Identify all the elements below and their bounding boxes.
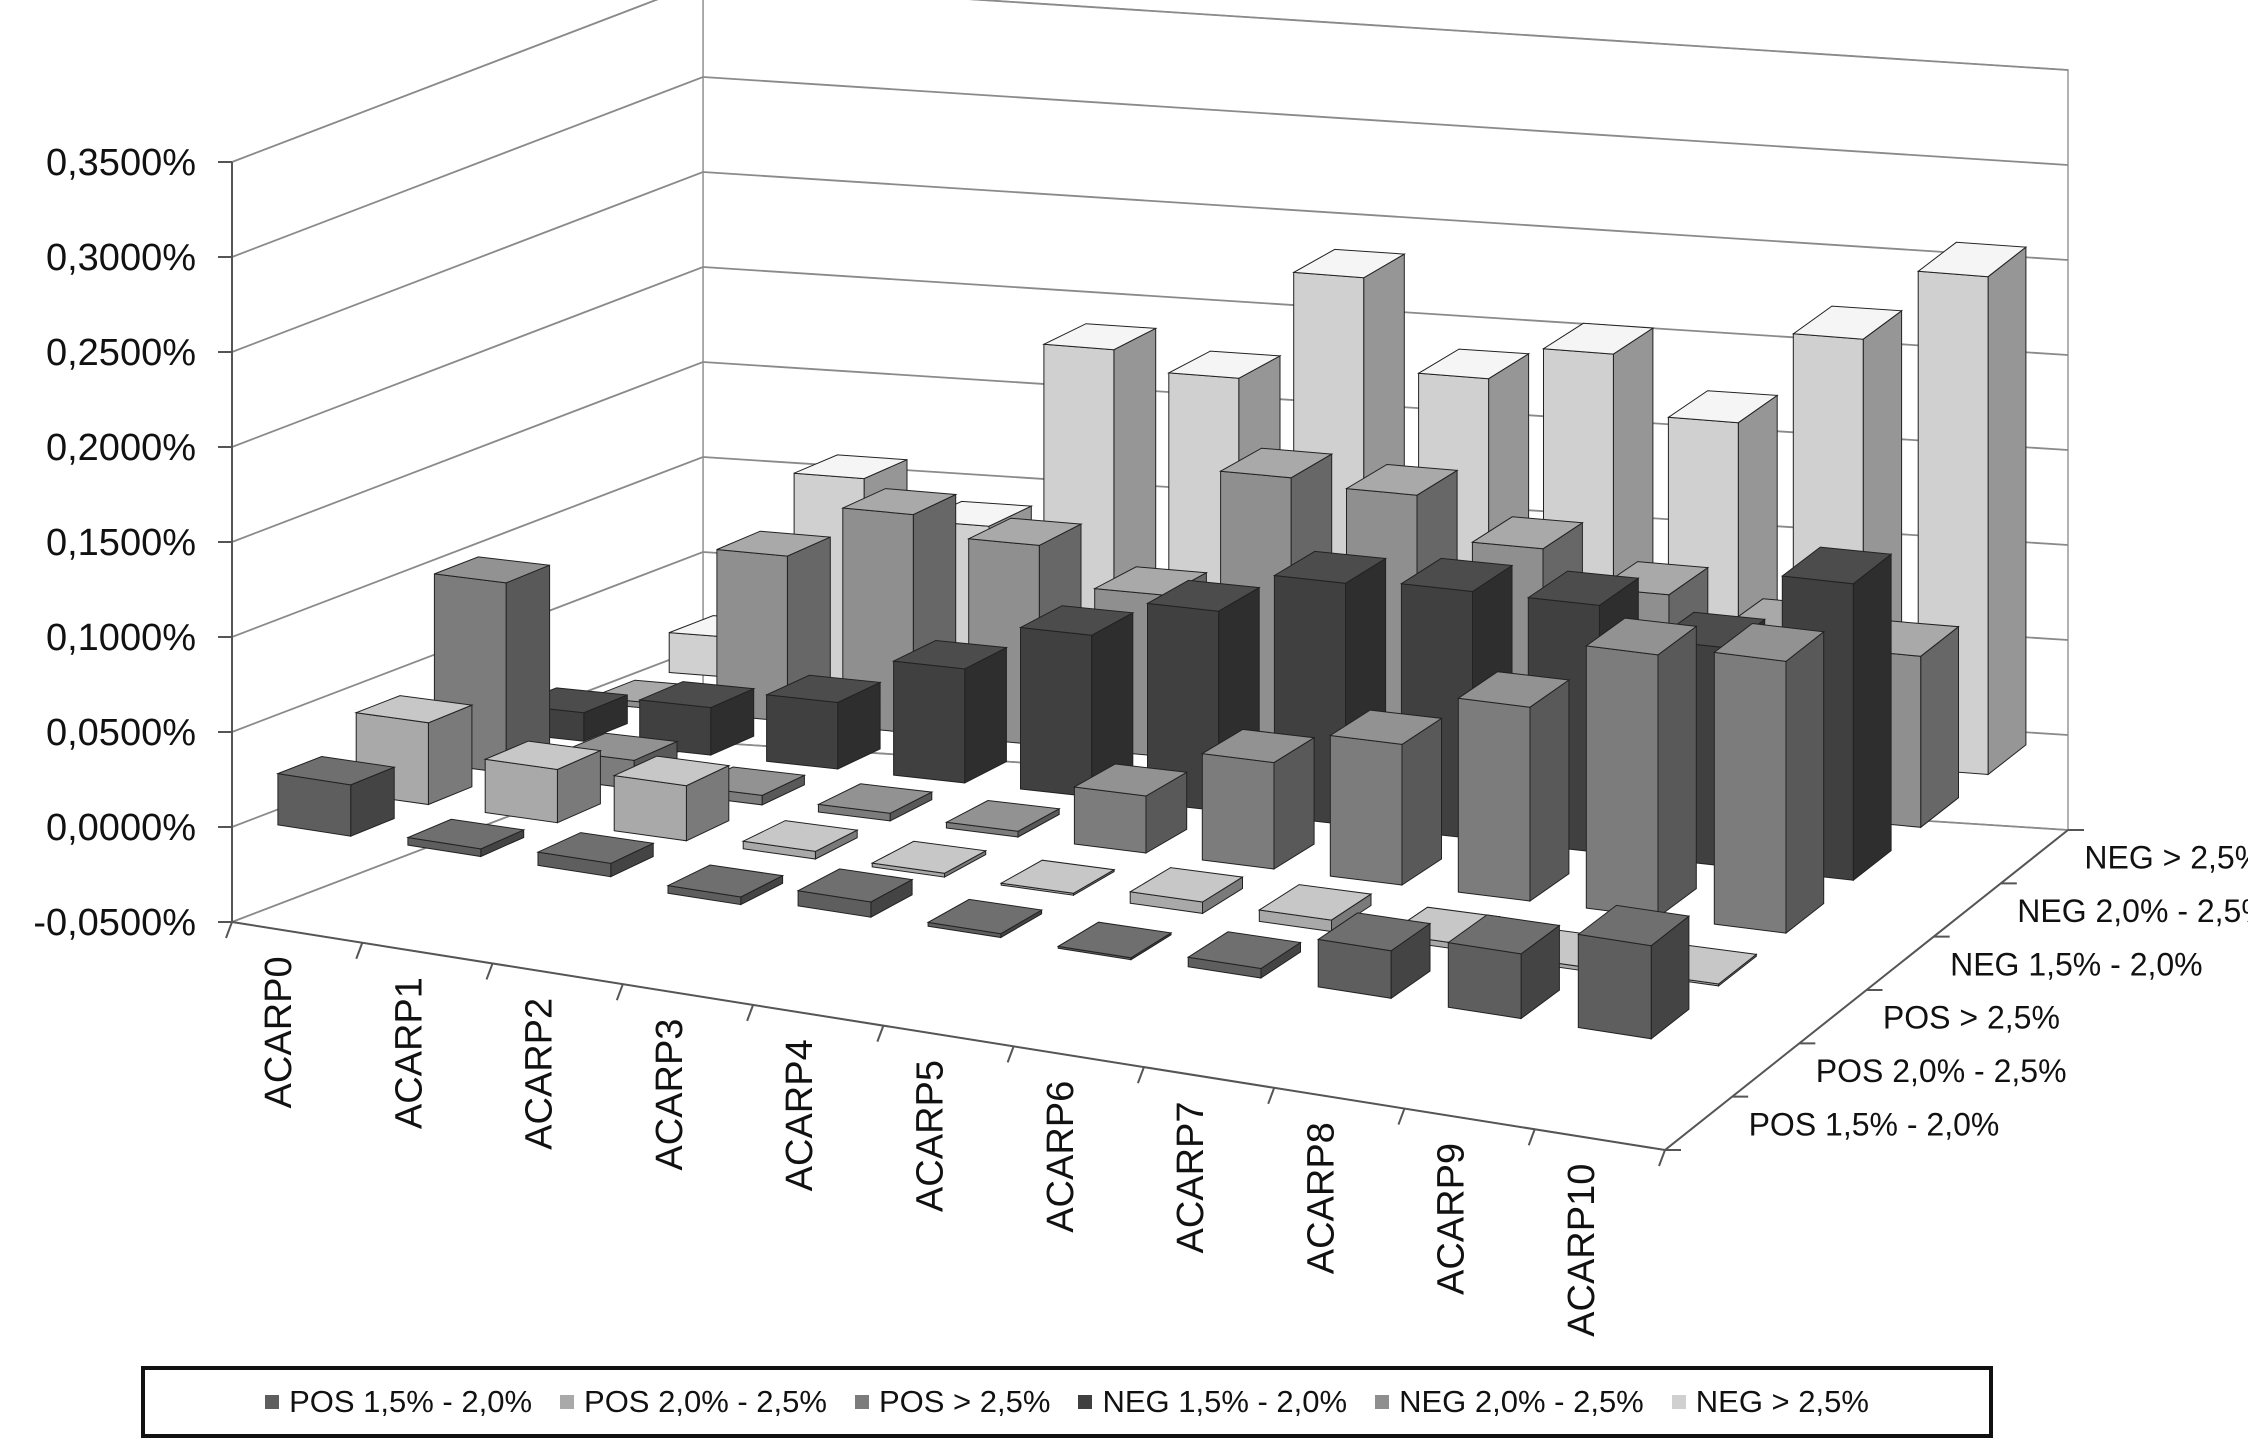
x-tick-label: ACARP6 bbox=[1040, 1081, 1082, 1233]
y-tick-label: 0,1500% bbox=[46, 522, 196, 564]
bar bbox=[1577, 904, 1691, 1040]
legend-item: NEG > 2,5% bbox=[1671, 1384, 1869, 1420]
x-axis-line bbox=[231, 921, 1666, 1151]
bar bbox=[1072, 763, 1189, 854]
bar bbox=[764, 674, 882, 770]
x-tick-mark bbox=[1006, 1046, 1015, 1063]
bar bbox=[637, 681, 756, 756]
x-tick-mark bbox=[1658, 1149, 1666, 1167]
bar bbox=[816, 783, 934, 822]
x-tick-mark bbox=[876, 1025, 885, 1042]
legend-swatch bbox=[854, 1395, 869, 1409]
x-tick-mark bbox=[225, 921, 233, 939]
gridline bbox=[231, 0, 2069, 163]
legend-swatch bbox=[1671, 1395, 1686, 1409]
legend-item: POS > 2,5% bbox=[854, 1384, 1051, 1420]
depth-tick-label: NEG > 2,5% bbox=[2084, 840, 2248, 876]
legend-swatch bbox=[1078, 1395, 1093, 1409]
bar bbox=[275, 755, 397, 837]
y-tick-label: 0,1000% bbox=[46, 617, 196, 659]
depth-axis-tick-labels: POS 1,5% - 2,0% POS 2,0% - 2,5% POS > 2,5%… bbox=[1749, 840, 2248, 1143]
x-tick-label: ACARP9 bbox=[1431, 1143, 1473, 1295]
bar bbox=[1316, 912, 1432, 1000]
gridline bbox=[231, 76, 2069, 258]
bar bbox=[483, 740, 603, 824]
bar bbox=[1186, 931, 1302, 979]
legend: POS 1,5% - 2,0% POS 2,0% - 2,5% POS > 2,5%… bbox=[141, 1366, 1993, 1438]
x-tick-label: ACARP3 bbox=[649, 1019, 691, 1171]
bar bbox=[1456, 671, 1571, 902]
bar bbox=[1713, 622, 1825, 935]
bars bbox=[275, 241, 2028, 1040]
bar bbox=[944, 799, 1061, 838]
bar bbox=[891, 639, 1009, 784]
x-tick-mark bbox=[1397, 1108, 1406, 1125]
bar bbox=[1200, 728, 1316, 870]
x-tick-label: ACARP4 bbox=[779, 1039, 821, 1191]
bar bbox=[666, 864, 785, 906]
legend-label: NEG > 2,5% bbox=[1695, 1384, 1869, 1419]
depth-tick-label: POS 1,5% - 2,0% bbox=[1749, 1106, 2000, 1142]
x-tick-mark bbox=[746, 1004, 755, 1022]
legend-label: POS 2,0% - 2,5% bbox=[584, 1384, 827, 1419]
bar bbox=[716, 530, 831, 723]
bar bbox=[536, 832, 655, 878]
legend-item: NEG 1,5% - 2,0% bbox=[1078, 1384, 1347, 1420]
depth-tick-label: NEG 1,5% - 2,0% bbox=[1950, 946, 2203, 982]
x-tick-mark bbox=[1136, 1066, 1145, 1084]
legend-item: POS 1,5% - 2,0% bbox=[265, 1384, 532, 1420]
x-tick-label: ACARP8 bbox=[1300, 1122, 1342, 1274]
bar bbox=[1056, 921, 1173, 961]
legend-swatch bbox=[265, 1395, 280, 1409]
x-tick-mark bbox=[1527, 1128, 1536, 1146]
x-tick-mark bbox=[615, 983, 624, 1001]
legend-item: NEG 2,0% - 2,5% bbox=[1375, 1384, 1644, 1420]
x-axis-tick-labels: ACARP0 ACARP1 ACARP2 ACARP3 ACARP4 ACARP5 ACAR… bbox=[258, 956, 1603, 1336]
y-tick-label: 0,2000% bbox=[46, 427, 196, 469]
bar bbox=[1447, 914, 1561, 1020]
x-tick-label: ACARP1 bbox=[388, 977, 430, 1129]
x-tick-mark bbox=[355, 942, 364, 960]
y-tick-label: 0,3500% bbox=[46, 142, 196, 184]
depth-tick-label: POS > 2,5% bbox=[1883, 1000, 2060, 1036]
y-tick-label: -0,0500% bbox=[33, 902, 196, 944]
bar bbox=[1128, 867, 1244, 915]
bar bbox=[406, 818, 526, 858]
depth-tick-label: POS 2,0% - 2,5% bbox=[1816, 1053, 2067, 1089]
bar bbox=[1257, 884, 1373, 933]
legend-label: NEG 2,0% - 2,5% bbox=[1399, 1384, 1644, 1419]
x-tick-mark bbox=[1267, 1087, 1276, 1105]
depth-tick-label: NEG 2,0% - 2,5% bbox=[2017, 893, 2248, 929]
bar bbox=[741, 820, 859, 860]
y-tick-label: 0,3000% bbox=[46, 237, 196, 279]
legend-label: NEG 1,5% - 2,0% bbox=[1102, 1384, 1348, 1419]
y-tick-label: 0,2500% bbox=[46, 332, 196, 374]
x-tick-mark bbox=[485, 963, 494, 980]
bar bbox=[999, 859, 1116, 897]
x-tick-label: ACARP2 bbox=[519, 998, 561, 1150]
bar bbox=[796, 868, 914, 919]
x-tick-label: ACARP5 bbox=[910, 1060, 952, 1212]
legend-swatch bbox=[560, 1395, 575, 1409]
bar bbox=[1584, 617, 1698, 919]
legend-label: POS > 2,5% bbox=[878, 1384, 1051, 1419]
chart-axes bbox=[218, 161, 2084, 1167]
bar bbox=[870, 840, 988, 878]
x-tick-label: ACARP7 bbox=[1170, 1101, 1212, 1253]
legend-item: POS 2,0% - 2,5% bbox=[560, 1384, 827, 1420]
bar bbox=[1328, 709, 1443, 886]
legend-swatch bbox=[1375, 1395, 1390, 1409]
x-tick-label: ACARP10 bbox=[1561, 1164, 1603, 1337]
y-tick-label: 0,0500% bbox=[46, 712, 196, 754]
x-tick-label: ACARP0 bbox=[258, 956, 300, 1108]
bar bbox=[612, 755, 731, 842]
y-axis-tick-labels: -0,0500% 0,0000% 0,0500% 0,1000% 0,1500% 0,20… bbox=[33, 142, 196, 944]
legend-label: POS 1,5% - 2,0% bbox=[289, 1384, 533, 1419]
bar bbox=[926, 898, 1044, 939]
gridline bbox=[231, 171, 2069, 353]
y-tick-label: 0,0000% bbox=[46, 807, 196, 849]
bar bbox=[1018, 605, 1135, 798]
